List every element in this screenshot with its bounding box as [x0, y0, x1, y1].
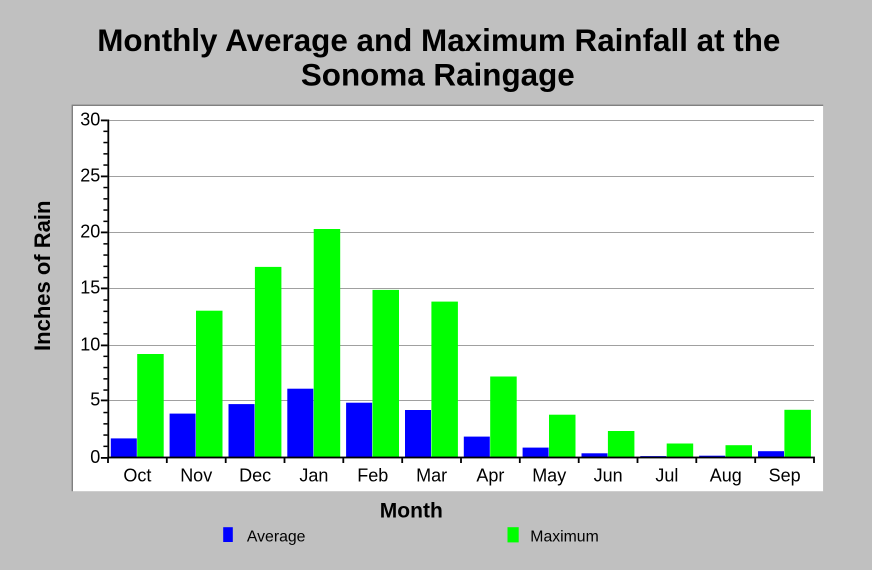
- svg-text:25: 25: [80, 166, 100, 186]
- svg-text:15: 15: [80, 278, 100, 298]
- svg-text:May: May: [532, 466, 566, 486]
- svg-text:Average: Average: [247, 529, 306, 546]
- svg-text:Month: Month: [380, 500, 443, 523]
- svg-text:Sonoma Raingage: Sonoma Raingage: [301, 58, 575, 93]
- svg-text:10: 10: [80, 335, 100, 355]
- svg-text:Jul: Jul: [655, 466, 678, 486]
- svg-text:Oct: Oct: [123, 466, 151, 486]
- svg-text:5: 5: [90, 390, 100, 410]
- svg-text:Dec: Dec: [239, 466, 271, 486]
- svg-text:Jun: Jun: [594, 466, 623, 486]
- svg-text:Inches of Rain: Inches of Rain: [30, 201, 55, 351]
- svg-text:Sep: Sep: [769, 466, 801, 486]
- svg-text:Aug: Aug: [710, 466, 742, 486]
- svg-text:30: 30: [80, 110, 100, 130]
- svg-text:Mar: Mar: [416, 466, 447, 486]
- svg-text:20: 20: [80, 222, 100, 242]
- svg-text:Monthly Average and Maximum Ra: Monthly Average and Maximum Rainfall at …: [97, 23, 780, 58]
- svg-text:Feb: Feb: [357, 466, 388, 486]
- svg-text:0: 0: [90, 447, 100, 467]
- svg-text:Jan: Jan: [299, 466, 328, 486]
- svg-text:Apr: Apr: [476, 466, 504, 486]
- svg-text:Nov: Nov: [180, 466, 212, 486]
- svg-text:Maximum: Maximum: [530, 529, 598, 546]
